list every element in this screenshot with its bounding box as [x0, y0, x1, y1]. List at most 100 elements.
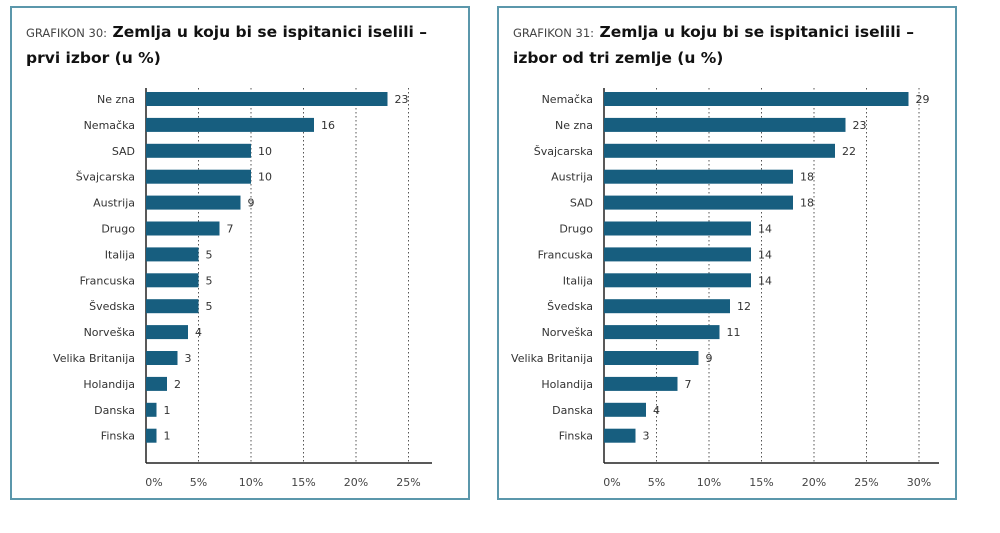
data-label: 2	[174, 378, 181, 391]
bar-chart: 0% 5% 10% 15% 20% 25% 30% Nemačka 29 Ne zna 23 Švaj…	[511, 88, 939, 489]
chart-title-text: Zemlja u koju bi se ispitanici iselili –…	[26, 23, 428, 67]
category-label: SAD	[570, 197, 593, 210]
category-label: Finska	[101, 430, 135, 443]
bar	[604, 247, 751, 262]
category-label: Norveška	[84, 326, 135, 339]
bar	[146, 169, 251, 184]
data-label: 4	[195, 326, 202, 339]
data-label: 29	[916, 93, 930, 106]
bar	[146, 92, 388, 106]
data-label: 22	[842, 145, 856, 158]
data-label: 7	[227, 223, 234, 236]
x-tick-label: 15%	[291, 476, 315, 489]
data-label: 5	[206, 274, 213, 287]
bar	[146, 402, 157, 417]
bar	[146, 428, 157, 443]
data-label: 18	[800, 197, 814, 210]
category-label: Švedska	[547, 300, 593, 313]
category-label: Holandija	[83, 378, 135, 391]
category-label: Danska	[552, 404, 593, 417]
data-label: 23	[395, 93, 409, 106]
x-tick-label: 25%	[396, 476, 420, 489]
x-tick-label: 5%	[648, 476, 665, 489]
bar	[146, 273, 199, 288]
bar	[604, 169, 793, 184]
data-label: 23	[853, 119, 867, 132]
data-label: 3	[643, 430, 650, 443]
x-tick-label: 0%	[145, 476, 162, 489]
bar	[604, 299, 730, 314]
category-label: Finska	[559, 430, 593, 443]
category-label: Francuska	[538, 248, 593, 261]
chart-title: GRAFIKON 31: Zemlja u koju bi se ispitan…	[513, 20, 933, 71]
chart-panel-grafikon-31: GRAFIKON 31: Zemlja u koju bi se ispitan…	[497, 6, 957, 500]
data-label: 18	[800, 171, 814, 184]
bar	[604, 325, 720, 340]
category-label: Švajcarska	[76, 171, 135, 184]
category-label: Švajcarska	[534, 145, 593, 158]
x-tick-label: 20%	[802, 476, 826, 489]
data-label: 5	[206, 300, 213, 313]
category-label: SAD	[112, 145, 135, 158]
bar	[146, 143, 251, 158]
bar	[604, 92, 909, 106]
category-label: Nemačka	[542, 93, 593, 106]
data-label: 12	[737, 300, 751, 313]
data-label: 4	[653, 404, 660, 417]
category-label: Danska	[94, 404, 135, 417]
data-label: 14	[758, 248, 772, 261]
data-label: 14	[758, 223, 772, 236]
bar	[146, 117, 314, 132]
bar	[146, 351, 178, 365]
bar	[146, 376, 167, 391]
category-label: Drugo	[559, 223, 593, 236]
bar	[604, 376, 678, 391]
category-label: Velika Britanija	[53, 352, 135, 365]
category-label: Francuska	[80, 274, 135, 287]
x-tick-label: 10%	[239, 476, 263, 489]
category-label: Ne zna	[555, 119, 593, 132]
chart-panel-grafikon-30: GRAFIKON 30: Zemlja u koju bi se ispitan…	[10, 6, 470, 500]
chart-label: GRAFIKON 31:	[513, 26, 595, 40]
bar	[604, 143, 835, 158]
bar	[146, 195, 241, 210]
category-label: Italija	[105, 248, 135, 261]
x-tick-label: 25%	[854, 476, 878, 489]
data-label: 5	[206, 248, 213, 261]
bar	[604, 221, 751, 236]
data-label: 9	[248, 197, 255, 210]
category-label: Norveška	[542, 326, 593, 339]
bar	[146, 221, 220, 236]
chart-title: GRAFIKON 30: Zemlja u koju bi se ispitan…	[26, 20, 446, 71]
data-label: 3	[185, 352, 192, 365]
data-label: 10	[258, 145, 272, 158]
category-label: Italija	[563, 274, 593, 287]
bar	[604, 402, 646, 417]
category-label: Drugo	[101, 223, 135, 236]
bar	[604, 273, 751, 288]
data-label: 10	[258, 171, 272, 184]
data-label: 7	[685, 378, 692, 391]
bar	[146, 299, 199, 314]
chart-title-text: Zemlja u koju bi se ispitanici iselili –…	[513, 23, 915, 67]
data-label: 9	[706, 352, 713, 365]
bar	[604, 117, 846, 132]
bar-chart: 0% 5% 10% 15% 20% 25% Ne zna 23 Nemačka 16 SAD 10 Šv…	[53, 88, 432, 489]
x-tick-label: 30%	[907, 476, 931, 489]
data-label: 11	[727, 326, 741, 339]
category-label: Austrija	[93, 197, 135, 210]
data-label: 16	[321, 119, 335, 132]
chart-label: GRAFIKON 30:	[26, 26, 108, 40]
category-label: Holandija	[541, 378, 593, 391]
bar	[604, 195, 793, 210]
x-tick-label: 10%	[697, 476, 721, 489]
x-tick-label: 0%	[603, 476, 620, 489]
data-label: 1	[164, 430, 171, 443]
x-tick-label: 15%	[749, 476, 773, 489]
data-label: 1	[164, 404, 171, 417]
category-label: Švedska	[89, 300, 135, 313]
category-label: Nemačka	[84, 119, 135, 132]
x-tick-label: 20%	[344, 476, 368, 489]
bar	[146, 247, 199, 262]
category-label: Austrija	[551, 171, 593, 184]
